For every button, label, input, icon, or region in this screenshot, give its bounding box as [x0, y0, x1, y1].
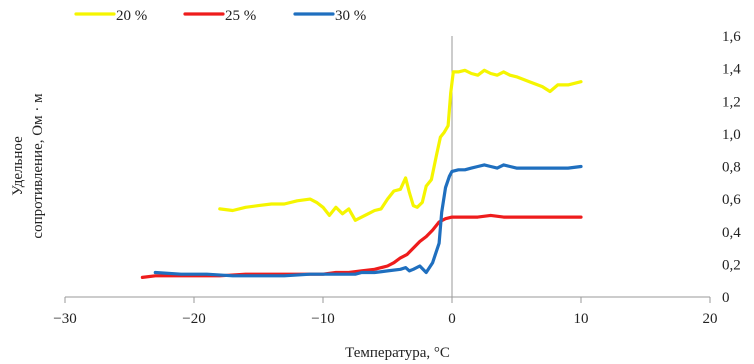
- y-tick-label: 0,4: [722, 225, 741, 241]
- x-tick-label: 20: [703, 311, 718, 327]
- y-tick-label: 1,6: [722, 29, 741, 45]
- y-axis-title-line-1: Удельное: [10, 136, 26, 196]
- y-tick-label: 1,2: [722, 94, 741, 110]
- series-line-2: [140, 213, 583, 279]
- y-tick-label: 0: [722, 290, 730, 306]
- series-layer: [140, 68, 583, 279]
- legend-label-2: 25 %: [225, 8, 256, 24]
- series-line-3: [153, 163, 583, 278]
- y-tick-label: 0,8: [722, 160, 741, 176]
- y-tick-label: 1,0: [722, 127, 741, 143]
- x-tick-label: −10: [311, 311, 334, 327]
- x-tick-label: −30: [53, 311, 76, 327]
- y-tick-label: 0,6: [722, 192, 741, 208]
- x-axis-title: Температура, °C: [345, 345, 450, 361]
- y-tick-label: 0,2: [722, 257, 741, 273]
- legend-label-1: 20 %: [116, 8, 147, 24]
- legend-label-3: 30 %: [335, 8, 366, 24]
- series-line-1: [218, 68, 583, 222]
- x-tick-label: −20: [182, 311, 205, 327]
- y-tick-label: 1,4: [722, 62, 741, 78]
- x-tick-label: 0: [448, 311, 456, 327]
- y-axis-title-line-2: сопротивление, Ом · м: [30, 93, 46, 239]
- x-tick-label: 10: [574, 311, 589, 327]
- legend: 20 % 25 % 30 %: [74, 8, 366, 24]
